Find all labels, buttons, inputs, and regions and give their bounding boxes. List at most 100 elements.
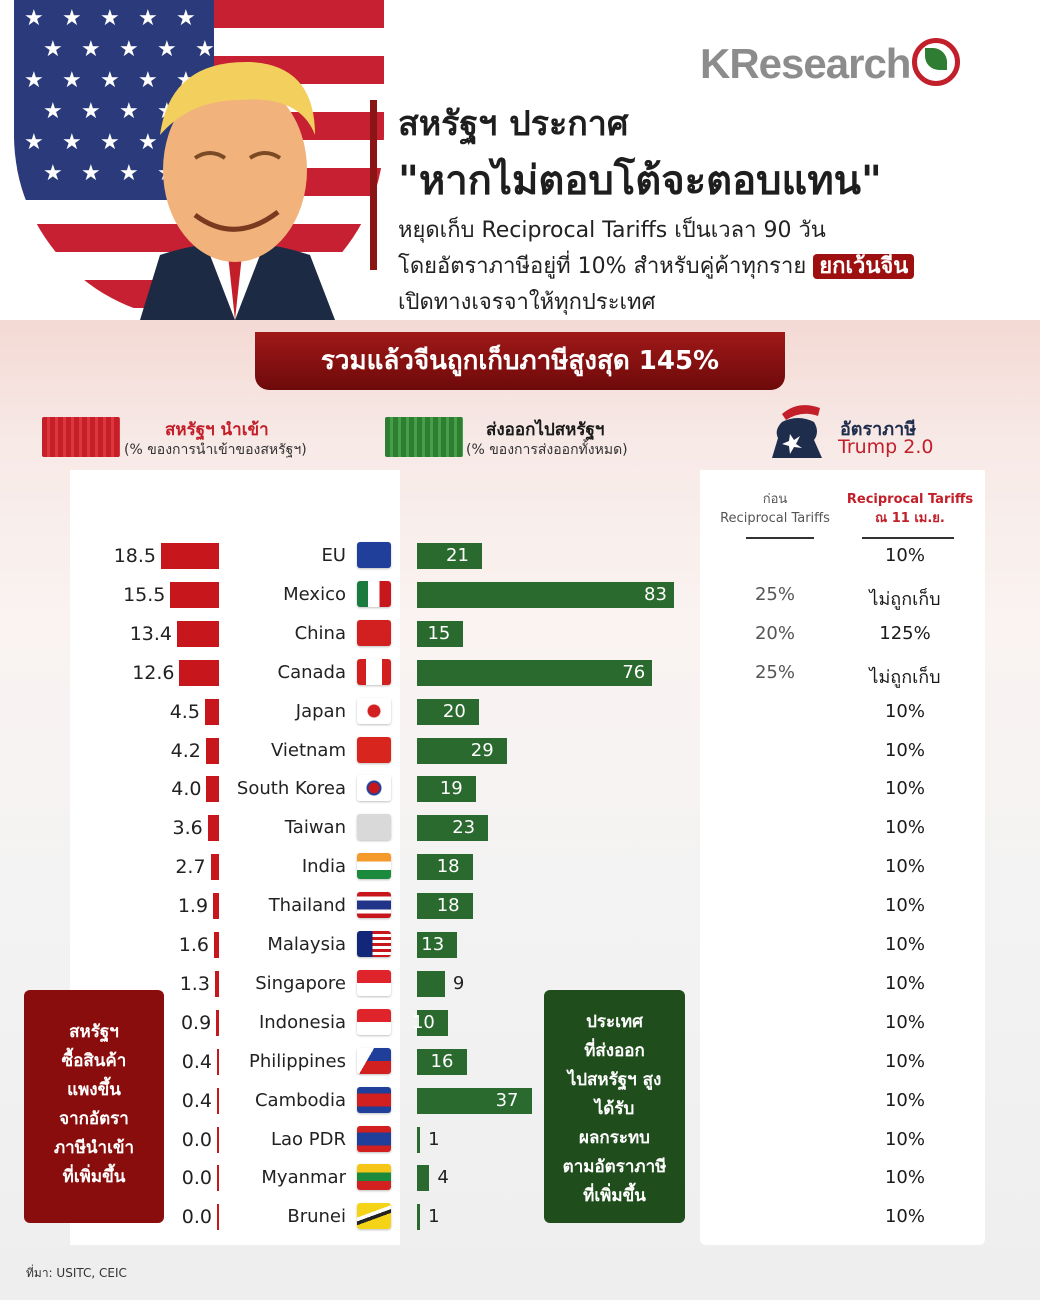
country-label: Philippines [249,1050,346,1072]
export-value-label: 29 [470,739,494,761]
tariff-after-value: 10% [884,1089,925,1111]
tariff-after-value: 10% [884,1011,925,1033]
star-icon: ★ [119,161,139,186]
column-header-before-line-2: Reciprocal Tariffs [720,511,830,526]
star-icon: ★ [81,99,101,124]
exports-legend-title: ส่งออกไปสหรัฐฯ [486,420,605,440]
chart-row: 4.2 Vietnam 29 10% [0,736,1040,775]
trump-portrait-illustration [140,61,335,320]
note-line: ภาษีนำเข้า [53,1138,135,1158]
export-bar [417,1048,467,1075]
country-label: Brunei [287,1206,346,1228]
india-flag [357,853,391,880]
export-value-label: 9 [452,972,465,994]
star-icon: ★ [62,68,82,93]
export-value-label: 37 [495,1089,519,1111]
export-value-label: 1 [428,1206,440,1228]
export-value-label: 15 [427,622,451,644]
import-value-label: 15.5 [123,583,166,606]
import-value-label: 12.6 [132,661,175,684]
chart-row: 0.0 Myanmar 4 10% [0,1163,1040,1202]
export-bar [417,815,489,842]
tariff-after-value: 10% [884,1206,925,1228]
note-line: ตามอัตราภาษี [562,1157,667,1177]
export-bar [417,854,473,881]
import-bar [217,1048,219,1075]
tariff-after-value: 10% [884,817,925,839]
tariff-after-value: ไม่ถูกเก็บ [869,666,941,688]
philippines-flag [357,1047,391,1074]
tariff-before-value: 25% [754,661,795,683]
country-label: Canada [277,661,347,683]
myanmar-flag [357,1164,391,1191]
star-icon: ★ [43,37,63,62]
column-header-after-line-2: ณ 11 เม.ย. [875,511,945,526]
import-bar [204,698,219,725]
country-label: China [294,622,346,644]
canada-flag [357,658,391,685]
trump-silhouette-icon [772,405,822,458]
brunei-flag [357,1203,391,1230]
export-bar [417,698,479,725]
export-bar [417,581,674,608]
import-value-label: 4.2 [170,739,201,762]
import-bar [214,970,219,997]
export-value-label: 1 [428,1128,440,1150]
export-bar [417,893,473,920]
column-header-before: ก่อน Reciprocal Tariffs [712,490,838,528]
tariff-after-value: 10% [884,739,925,761]
export-value-label: 23 [452,817,476,839]
import-value-label: 3.6 [172,817,203,840]
star-icon: ★ [100,6,120,31]
chart-row: 1.3 Singapore 9 10% [0,969,1040,1008]
source-note: ที่มา: USITC, CEIC [26,1266,127,1280]
star-icon: ★ [24,6,44,31]
exports-legend-subtitle: (% ของการส่งออกทั้งหมด) [466,442,628,458]
imports-legend-subtitle: (% ของการนำเข้าของสหรัฐฯ) [124,442,307,458]
column-header-after: Reciprocal Tariffs ณ 11 เม.ย. [842,490,978,528]
tariff-table-panel [700,470,985,1245]
leaf-icon [925,48,947,70]
tariff-after-value: 10% [884,856,925,878]
star-icon: ★ [157,37,177,62]
column-underline-after [862,537,954,539]
import-value-label: 1.6 [178,934,209,956]
import-bar [210,854,219,881]
star-icon: ★ [62,130,82,155]
imports-legend-title: สหรัฐฯ นำเข้า [165,420,269,440]
export-bar [417,1087,532,1114]
export-bar [417,970,445,997]
chart-row: 0.4 Cambodia 37 10% [0,1086,1040,1125]
tariff-after-value: 10% [884,700,925,722]
export-bar [417,543,483,569]
import-bar [213,893,219,920]
import-value-label: 1.3 [179,972,210,995]
star-icon: ★ [100,130,120,155]
chart-row: 2.7 India 18 10% [0,852,1040,891]
note-line: สหรัฐฯ [69,1022,119,1042]
import-value-label: 0.0 [181,1167,212,1190]
tariff-after-value: 10% [884,545,925,566]
chart-row: 18.5 EU 21 10% [0,541,1040,580]
import-bar [217,1087,219,1114]
note-line: ไปสหรัฐฯ สูง [567,1070,662,1090]
note-line: ที่เพิ่มขึ้น [583,1186,646,1206]
export-value-label: 20 [442,700,466,722]
chart-row: 0.4 Philippines 16 10% [0,1047,1040,1086]
import-value-label: 13.4 [129,622,172,645]
import-value-label: 2.7 [175,856,206,879]
title-accent-bar [370,100,377,270]
star-icon: ★ [24,68,44,93]
export-value-label: 10 [411,1011,435,1033]
import-value-label: 18.5 [113,545,156,567]
cambodia-flag [357,1086,391,1113]
tariff-before-value: 25% [754,583,795,605]
import-value-label: 4.0 [171,778,202,801]
country-label: Mexico [283,583,346,605]
note-line: จากอัตรา [59,1109,129,1129]
country-label: Malaysia [267,934,346,955]
china-tariff-banner: รวมแล้วจีนถูกเก็บภาษีสูงสุด 145% [255,332,785,390]
country-label: Vietnam [270,739,346,761]
tariff-after-value: 10% [884,778,925,800]
note-line: ที่เพิ่มขึ้น [62,1167,126,1187]
